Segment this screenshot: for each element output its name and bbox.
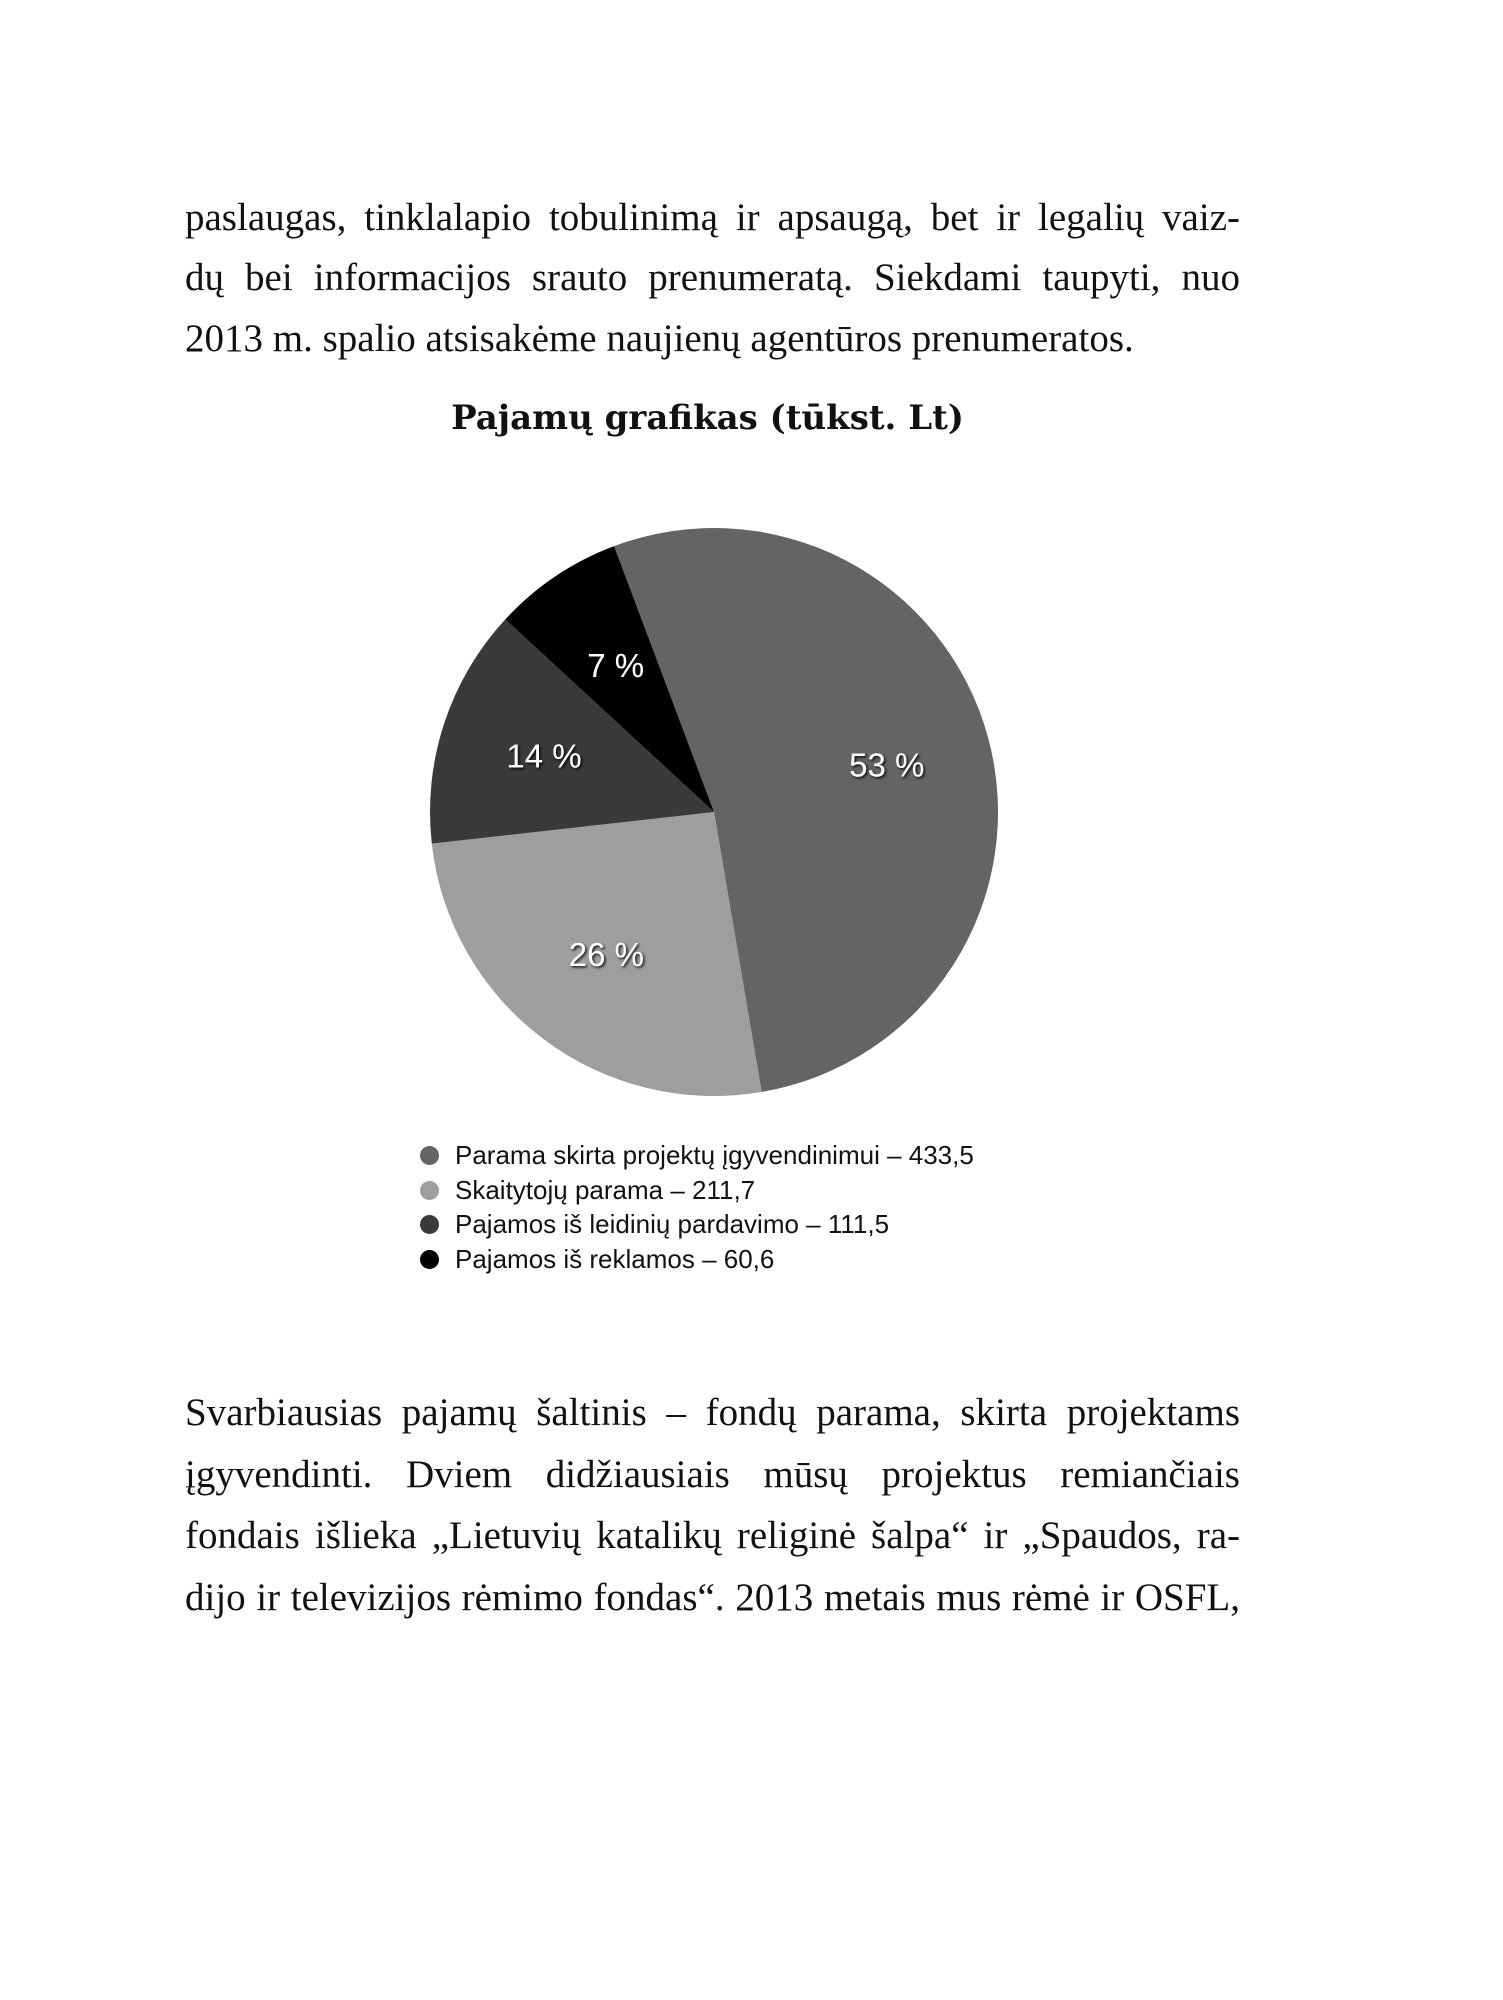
slice-data-label: 53 % [849, 746, 924, 783]
legend-entry: Pajamos iš leidinių pardavimo – 111,5 [415, 1207, 974, 1242]
legend-swatch [420, 1215, 439, 1234]
slice-data-label: 14 % [506, 737, 581, 774]
legend-label: Pajamos iš reklamos – 60,6 [455, 1243, 775, 1274]
slice-data-label: 7 % [587, 647, 644, 684]
pie-slice [505, 546, 714, 812]
text-line: 2013 m. spalio atsisakėme naujienų agent… [185, 317, 1134, 360]
legend-entry: Skaitytojų parama – 211,7 [415, 1173, 974, 1208]
pie-chart: 53 % 26 % 14 % 7 % [430, 527, 999, 1096]
pie-slice [614, 527, 999, 1092]
text-line: Svarbiausias pajamų šaltinis – fondų par… [185, 1391, 1240, 1434]
pie-slice [430, 619, 714, 844]
legend-label: Pajamos iš leidinių pardavimo – 111,5 [455, 1209, 890, 1239]
text-line: dų bei informacijos srauto prenumeratą. … [185, 256, 1240, 299]
text-line: paslaugas, tinklalapio tobulinimą ir aps… [185, 196, 1240, 239]
legend-swatch [420, 1249, 439, 1269]
text-line: įgyvendinti. Dviem didžiausiais mūsų pro… [185, 1453, 1240, 1496]
legend-label: Skaitytojų parama – 211,7 [455, 1174, 756, 1205]
legend-swatch [420, 1146, 439, 1165]
slice-data-label: 26 % [569, 936, 644, 973]
text-line: dijo ir televizijos rėmimo fondas“. 2013… [185, 1576, 1240, 1619]
legend-swatch [420, 1180, 439, 1200]
chart-title: Pajamų grafikas (tūkst. Lt) [451, 398, 964, 438]
legend-entry: Parama skirta projektų įgyvendinimui – 4… [415, 1138, 974, 1173]
legend-label: Parama skirta projektų įgyvendinimui – 4… [455, 1140, 974, 1170]
pie-slice [431, 812, 762, 1096]
chart-legend: Parama skirta projektų įgyvendinimui – 4… [415, 1138, 974, 1276]
legend-entry: Pajamos iš reklamos – 60,6 [415, 1242, 974, 1277]
text-line: fondais išlieka „Lietuvių katalikų relig… [185, 1514, 1240, 1557]
